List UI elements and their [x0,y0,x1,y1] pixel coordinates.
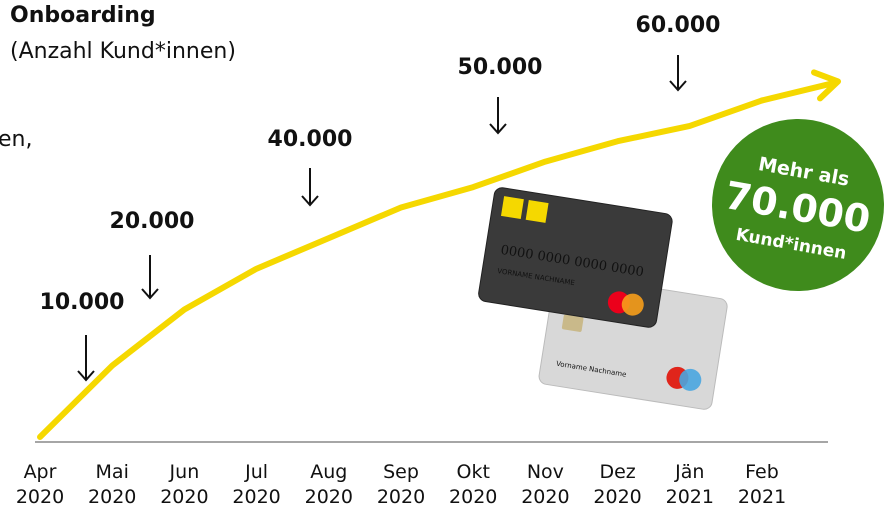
chart-subtitle: (Anzahl Kund*innen) [10,39,236,64]
annotation-arrow-head [669,80,687,92]
x-tick-label: Feb 2021 [738,461,786,507]
logo [500,196,524,220]
line-extension [759,80,835,104]
chart-title: Onboarding [10,3,156,28]
line [37,97,765,440]
cards: Vorname Nachname 0000 0000 0000 0000 VOR… [478,187,728,410]
x-tick-label: Jul 2020 [232,461,280,507]
x-tick-label: Sep 2020 [377,461,425,507]
x-tick-label: Dez 2020 [593,461,641,507]
x-tick-label: Nov 2020 [521,461,569,507]
annotation: 60.000 [636,13,721,38]
x-tick-label: Jun 2020 [160,461,208,507]
x-tick-label: Okt 2020 [449,461,497,507]
badge: Mehr als 70.000 Kund*innen [712,119,884,291]
annotation-arrow-head [489,123,507,135]
x-tick-label: Apr 2020 [16,461,64,507]
annotation: 40.000 [268,127,353,152]
logo [679,368,702,391]
annotation-arrow-head [77,370,95,382]
x-tick-label: Mai 2020 [88,461,136,507]
annotation: 20.000 [110,209,195,234]
logo [525,200,549,223]
annotation-arrow-head [141,288,159,300]
annotation: 50.000 [458,55,543,80]
card-dark: 0000 0000 0000 0000 VORNAME NACHNAME [478,187,673,328]
chip [561,314,584,332]
logo [621,293,644,316]
x-tick-label: Jän 2021 [666,461,714,507]
card [478,187,673,328]
badge-circle [712,119,884,291]
annotation: 10.000 [40,290,125,315]
x-tick-label: Aug 2020 [305,461,353,507]
arrow-head [811,69,841,102]
side-text: en, [0,127,32,152]
annotation-arrow-head [301,195,319,207]
